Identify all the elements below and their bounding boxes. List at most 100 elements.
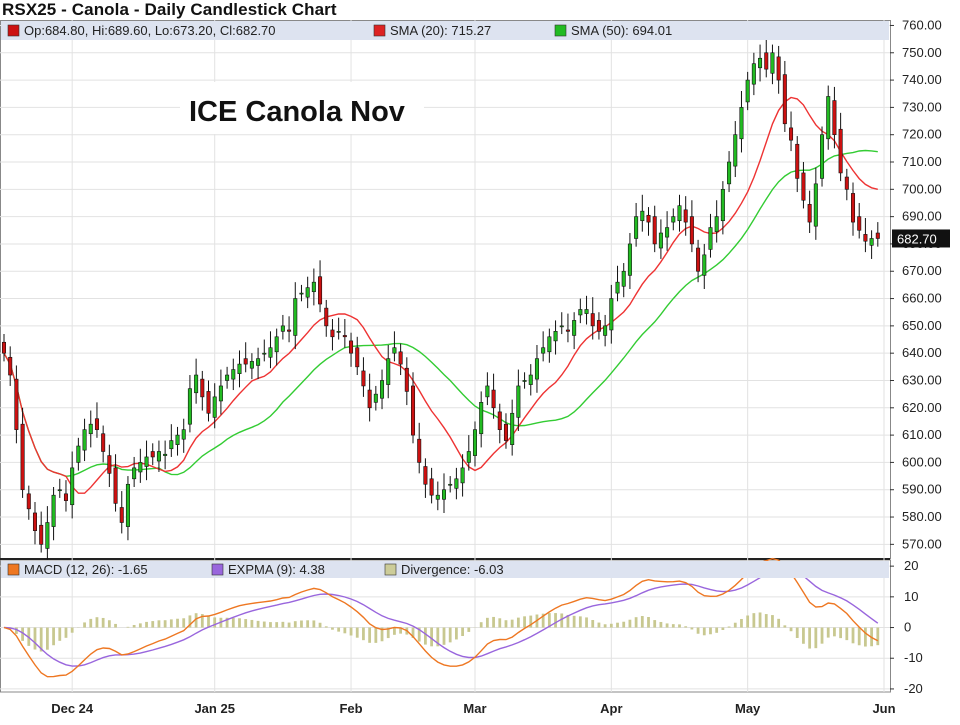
candle-body [745,79,750,103]
candle-body [324,307,329,327]
price-tick-label: 660.00 [902,291,942,306]
candle-body [380,380,385,399]
candle-body [665,227,670,238]
candle-body [782,74,787,125]
candle-body [590,313,595,327]
candle-body [32,512,37,531]
candle-body [63,493,68,501]
candle-body [256,358,261,366]
candle-body [237,363,242,374]
candle-body [20,423,25,491]
candle-body [559,325,564,328]
candle-body [584,309,589,314]
candle-body [200,378,205,398]
candle-body [789,127,794,141]
candle-body [423,466,428,485]
legend-swatch [7,24,20,37]
annotation-text: ICE Canola Nov [189,96,405,128]
candle-body [194,374,199,394]
candle-body [503,423,508,441]
candle-body [751,63,756,85]
price-tick-label: 760.00 [902,17,942,32]
candle-body [101,433,106,452]
time-tick-label: May [735,701,761,716]
candle-body [82,429,87,451]
candle-body [361,370,366,387]
candle-body [119,507,124,523]
candle-body [491,389,496,409]
price-tick-label: 730.00 [902,99,942,114]
candle-layer [1,36,880,560]
candle-body [94,418,99,430]
candle-body [8,356,13,376]
candle-body [652,216,657,245]
candle-body [163,453,168,456]
candle-body [169,440,174,450]
candle-body [355,347,360,368]
macd-layer [3,557,880,678]
candle-body [708,227,713,250]
price-tick-label: 740.00 [902,72,942,87]
last-price-box [892,229,950,248]
price-tick-label: 750.00 [902,45,942,60]
legend-layer: Op:684.80, Hi:689.60, Lo:673.20, Cl:682.… [1,21,889,578]
candle-body [479,402,484,435]
candle-body [528,374,533,385]
candle-body [181,429,186,440]
candle-body [262,352,267,355]
legend-swatch [554,24,567,37]
price-tick-label: 710.00 [902,154,942,169]
candle-body [1,341,7,354]
candle-body [287,329,292,332]
candle-body [113,467,118,504]
last-price-label: 682.70 [897,231,937,246]
candle-body [441,489,447,500]
candle-body [435,494,440,500]
candle-body [838,128,843,174]
macd-tick-label: 10 [904,589,918,604]
price-tick-label: 630.00 [902,372,942,387]
price-legend-bar [1,21,889,40]
candle-body [411,385,416,436]
candle-body [212,396,217,418]
candle-body [132,467,137,480]
candle-body [243,358,248,365]
macd-tick-label: 0 [904,620,911,635]
price-tick-label: 640.00 [902,345,942,360]
price-tick-label: 650.00 [902,318,942,333]
candle-body [125,483,130,527]
price-tick-label: 620.00 [902,400,942,415]
grid-layer [0,20,891,693]
candle-body [758,57,763,69]
candle-body [249,361,254,369]
candle-body [863,234,868,242]
sma-layer [3,96,878,494]
candle-body [640,210,645,222]
candle-body [318,276,323,305]
candle-body [565,329,570,332]
candle-body [720,189,725,222]
legend-label: MACD (12, 26): -1.65 [24,562,148,577]
candle-body [813,183,818,227]
macd-tick-label: 20 [904,558,918,573]
candle-body [349,340,354,354]
candle-body [293,298,298,336]
candle-body [336,331,341,333]
candle-body [677,205,682,222]
time-tick-label: Mar [463,701,486,716]
candle-body [268,347,273,358]
time-tick-label: Dec 24 [51,701,94,716]
candle-body [485,385,490,398]
candle-body [857,216,862,231]
price-tick-label: 610.00 [902,427,942,442]
candle-body [578,309,583,316]
time-tick-label: Jun [872,701,895,716]
candle-body [603,325,608,336]
candle-body [57,489,62,492]
time-tick-label: Jan 25 [194,701,234,716]
legend-swatch [373,24,386,37]
candle-body [733,134,738,167]
price-tick-label: 570.00 [902,536,942,551]
